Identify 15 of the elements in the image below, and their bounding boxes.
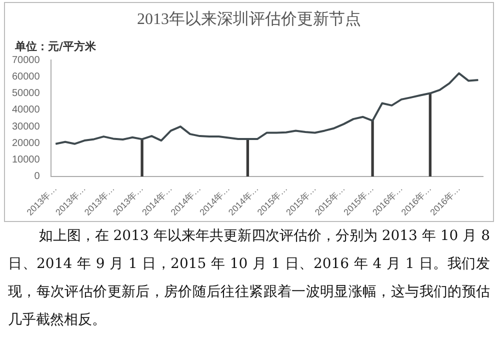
y-tick-label: 50000 (12, 88, 40, 100)
text: 如上图，在 2013 年以来年共更新四次评估价，分别为 2013 年 10 月 8 日、2014 年 9 月 1 日，2015 年 10 月 1 日、2016 年 4 月 1 日。我们发现，每次评估价更新后，房价随后往往紧跟着一波明显涨幅，这与我们的预估几乎截然相反。 (8, 227, 490, 330)
y-tick-label: 10000 (12, 154, 40, 166)
bar (140, 138, 144, 176)
bar (428, 92, 432, 176)
bar (246, 138, 250, 176)
y-tick-label: 30000 (12, 121, 40, 132)
y-tick-label: 40000 (12, 104, 40, 116)
chart-title: 2013年以来深圳评估价更新节点 (136, 10, 362, 30)
y-tick-label: 0 (34, 171, 40, 182)
y-tick-label: 70000 (12, 54, 40, 66)
bar (371, 120, 374, 176)
y-tick-label: 20000 (12, 138, 40, 149)
y-axis-title: 单位：元/平方米 (15, 39, 96, 54)
y-tick-label: 60000 (12, 71, 40, 82)
